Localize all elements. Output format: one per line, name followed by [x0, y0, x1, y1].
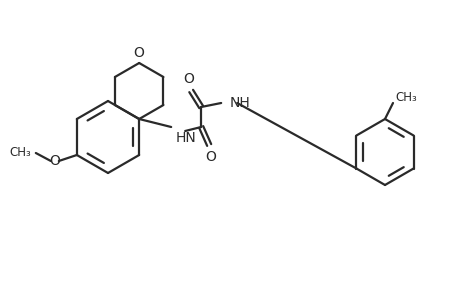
Text: NH: NH	[229, 96, 249, 110]
Text: HN: HN	[175, 131, 196, 145]
Text: O: O	[183, 72, 194, 86]
Text: O: O	[49, 154, 60, 168]
Text: O: O	[134, 46, 144, 60]
Text: CH₃: CH₃	[9, 146, 31, 158]
Text: CH₃: CH₃	[394, 91, 416, 103]
Text: O: O	[205, 150, 216, 164]
